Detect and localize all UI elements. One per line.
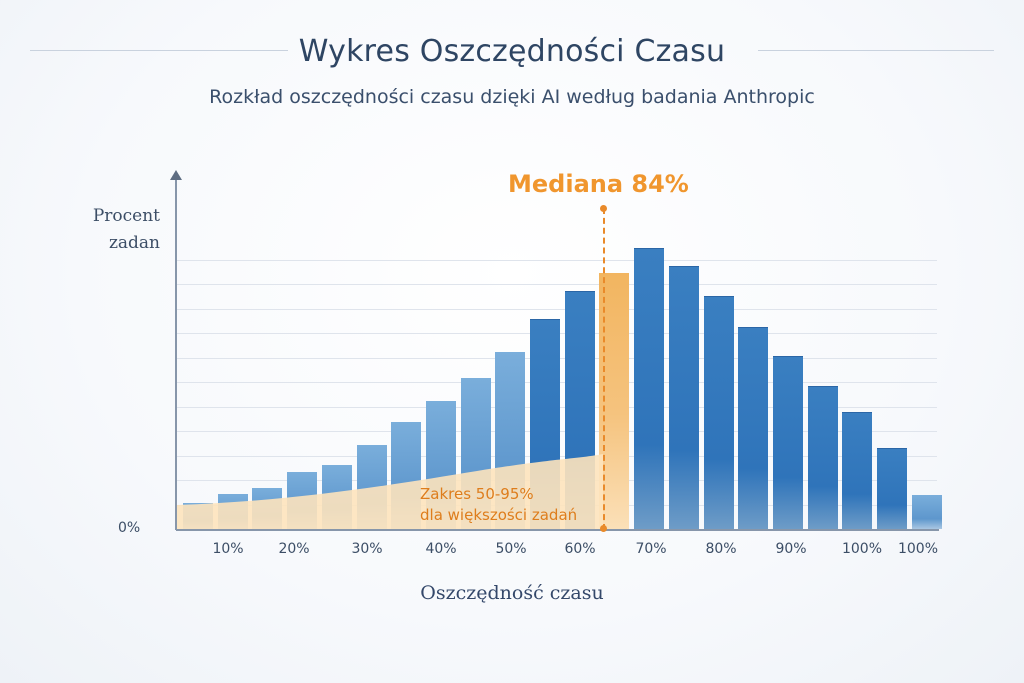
x-tick-label: 10% (212, 541, 244, 557)
y-zero-label: 0% (118, 520, 141, 536)
plot-area (177, 180, 942, 529)
median-dot-bottom (600, 525, 607, 532)
chart-title-wrap: Wykres Oszczędności Czasu (0, 34, 1024, 69)
gridline (177, 259, 937, 261)
x-axis (176, 529, 939, 531)
gridline (177, 308, 937, 310)
y-axis (175, 178, 177, 530)
y-axis-label-line2: zadan (108, 233, 160, 253)
x-tick-label: 90% (775, 541, 807, 557)
x-tick-label: 70% (635, 541, 667, 557)
chart-title: Wykres Oszczędności Czasu (298, 34, 726, 69)
y-axis-arrow-icon (170, 170, 182, 180)
x-tick-label: 20% (278, 541, 310, 557)
bar (842, 412, 873, 529)
bar (772, 356, 803, 529)
range-label: Zakres 50-95% dla większości zadań (420, 484, 577, 526)
x-tick-labels: 10% 20% 30% 40% 50% 60% 70% 80% 90% 100% 100% (0, 541, 1024, 561)
range-shaded-area (177, 454, 603, 529)
y-axis-label-line1: Procent (92, 206, 160, 226)
gridline (177, 284, 937, 285)
median-line (603, 208, 605, 530)
range-label-line2: dla większości zadań (420, 506, 578, 524)
x-tick-label: 80% (705, 541, 737, 557)
x-tick-label: 60% (564, 541, 596, 557)
bar (668, 266, 699, 529)
bar (877, 448, 907, 529)
bar (807, 386, 838, 529)
x-tick-label: 50% (495, 541, 527, 557)
bar (911, 495, 942, 529)
y-axis-label: Procent zadan (78, 203, 160, 257)
chart-subtitle: Rozkład oszczędności czasu dzięki AI wed… (209, 86, 815, 108)
x-tick-label: 30% (351, 541, 383, 557)
x-tick-label: 100% (841, 541, 883, 557)
bar (634, 248, 665, 529)
bar (738, 327, 769, 529)
median-label: Mediana 84% (508, 170, 689, 198)
x-tick-label: 40% (425, 541, 457, 557)
title-rule-left (30, 50, 288, 51)
x-tick-label: 100% (897, 541, 939, 557)
range-label-line1: Zakres 50-95% (420, 485, 534, 503)
x-axis-label: Oszczędność czasu (420, 582, 604, 604)
bar (703, 296, 734, 529)
median-dot-top (600, 205, 607, 212)
title-rule-right (758, 50, 994, 51)
